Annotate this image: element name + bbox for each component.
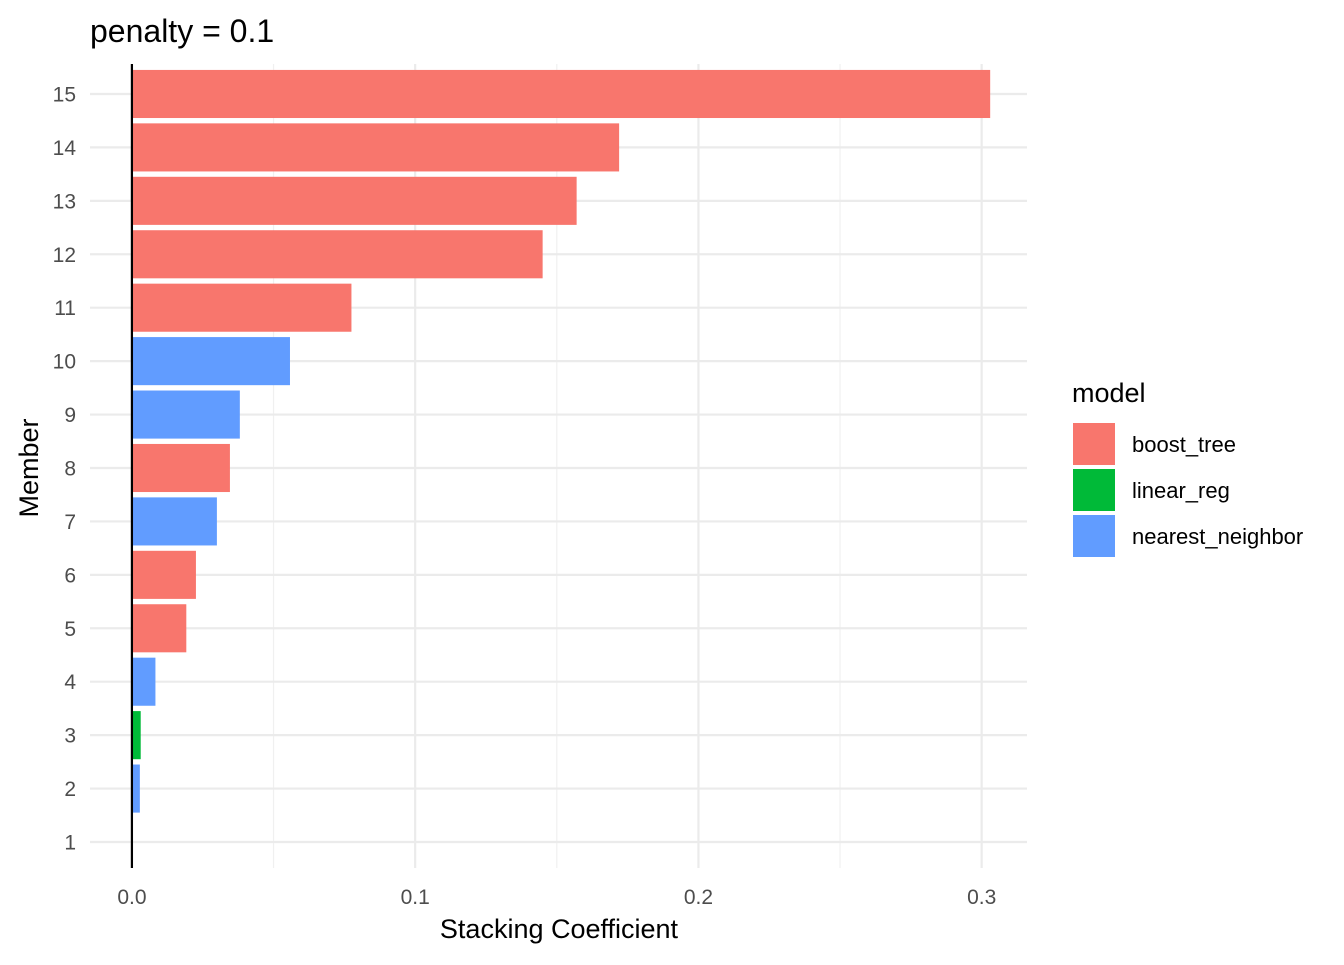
y-tick-label: 5 [64, 618, 76, 641]
legend-items: boost_tree linear_reg nearest_neighbor [1073, 423, 1303, 557]
bar-member-13 [131, 176, 577, 225]
x-axis-tick-labels: 0.0 0.1 0.2 0.3 [117, 886, 996, 909]
bar-member-8 [131, 443, 230, 493]
y-tick-label: 7 [64, 511, 76, 534]
x-axis-title: Stacking Coefficient [440, 914, 679, 944]
legend-title: model [1072, 378, 1146, 408]
legend-label: linear_reg [1132, 478, 1230, 503]
bar-member-2 [131, 764, 140, 813]
legend-swatch-linear_reg [1073, 469, 1115, 511]
legend-label: nearest_neighbor [1132, 524, 1303, 549]
y-tick-label: 2 [64, 778, 76, 801]
y-axis-title: Member [14, 418, 44, 517]
y-tick-label: 14 [53, 137, 77, 160]
bar-member-6 [131, 550, 196, 599]
y-tick-label: 11 [54, 297, 76, 320]
y-tick-label: 4 [64, 671, 76, 694]
x-tick-label: 0.3 [967, 886, 996, 909]
bar-member-11 [131, 283, 352, 332]
bar-member-15 [131, 69, 991, 119]
legend-label: boost_tree [1132, 432, 1236, 457]
x-tick-label: 0.1 [401, 886, 430, 909]
y-tick-label: 10 [53, 351, 76, 374]
bar-member-7 [131, 497, 217, 546]
y-tick-label: 12 [53, 244, 76, 267]
y-tick-label: 9 [64, 404, 76, 427]
bar-member-3 [131, 711, 141, 760]
bar-member-12 [131, 230, 543, 279]
x-tick-label: 0.0 [117, 886, 146, 909]
chart-title: penalty = 0.1 [90, 13, 274, 49]
bar-member-10 [131, 337, 290, 386]
y-tick-label: 13 [53, 190, 76, 213]
y-tick-label: 15 [53, 83, 76, 106]
legend-swatch-nearest_neighbor [1073, 515, 1115, 557]
legend: model boost_tree linear_reg nearest_neighb… [1072, 378, 1303, 557]
y-tick-label: 1 [64, 832, 76, 855]
bar-member-14 [131, 123, 620, 172]
bar-member-4 [131, 657, 156, 706]
bars [131, 69, 991, 813]
y-tick-label: 6 [64, 564, 76, 587]
legend-swatch-boost_tree [1073, 423, 1115, 465]
x-tick-label: 0.2 [684, 886, 713, 909]
y-tick-label: 8 [64, 457, 76, 480]
bar-member-5 [131, 604, 187, 653]
y-tick-label: 3 [64, 725, 76, 748]
bar-member-9 [131, 390, 240, 439]
